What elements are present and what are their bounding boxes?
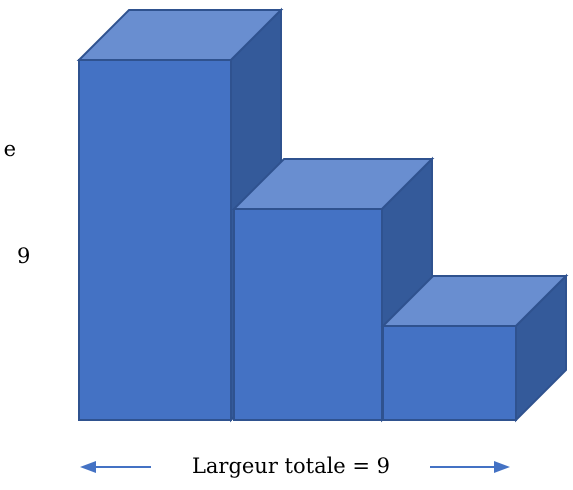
left-label-fragment: e	[3, 139, 16, 160]
block-short	[380, 273, 569, 423]
height-value-label: 9	[17, 244, 31, 268]
total-width-label: Largeur totale = 9	[191, 454, 391, 478]
right-width-arrow	[430, 461, 510, 473]
block-tall-front-face	[78, 59, 232, 421]
left-width-arrow	[80, 461, 151, 473]
block-short-front-face	[382, 325, 517, 421]
block-medium-front-face	[233, 208, 383, 421]
